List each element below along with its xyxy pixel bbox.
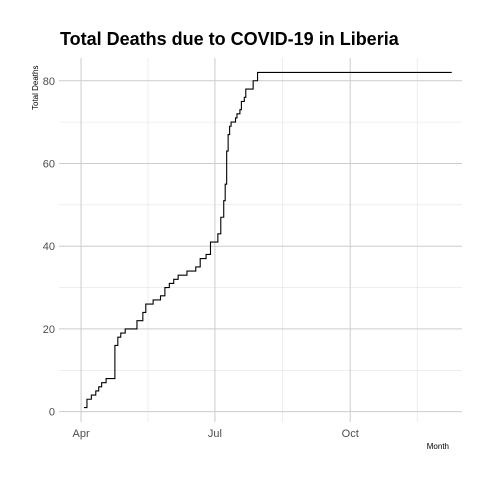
x-tick-label: Apr xyxy=(72,428,89,440)
line-layer xyxy=(84,71,452,409)
y-tick-label: 0 xyxy=(49,407,55,419)
chart-title: Total Deaths due to COVID-19 in Liberia xyxy=(60,29,400,49)
y-axis-title: Total Deaths xyxy=(31,66,40,110)
y-tick-label: 60 xyxy=(43,158,55,170)
tick-labels: 0 20 40 60 80 Apr Jul Oct xyxy=(43,76,359,440)
y-tick-label: 80 xyxy=(43,76,55,88)
y-tick-label: 20 xyxy=(43,324,55,336)
x-tick-label: Oct xyxy=(342,428,359,440)
x-axis-title: Month xyxy=(427,442,449,451)
y-tick-label: 40 xyxy=(43,241,55,253)
series-line xyxy=(84,71,452,409)
x-tick-label: Jul xyxy=(208,428,222,440)
